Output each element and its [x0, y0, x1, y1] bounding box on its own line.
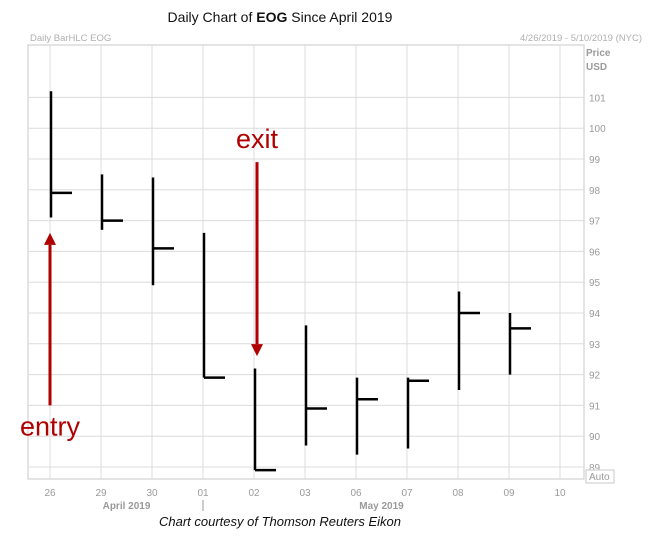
plot-frame	[27, 44, 585, 480]
y-tick-label: 99	[589, 155, 601, 166]
x-tick-label: 01	[197, 488, 209, 499]
x-axis: 26 29 30 01 02 03 06 07 08 09 10 April 2019 May 2019	[44, 488, 566, 512]
x-tick-label: 26	[44, 488, 56, 499]
y-tick-label: 92	[589, 371, 601, 382]
y-tick-label: 93	[589, 340, 601, 351]
y-tick-label: 91	[589, 401, 601, 412]
x-tick-label: 10	[554, 488, 566, 499]
x-tick-label: 29	[95, 488, 107, 499]
x-tick-label: 02	[248, 488, 260, 499]
y-tick-label: 100	[589, 124, 606, 135]
x-tick-label: 09	[503, 488, 515, 499]
auto-scale-button[interactable]	[585, 469, 615, 484]
annotation-label-entry: entry	[20, 411, 81, 441]
month-label: May 2019	[359, 501, 404, 512]
y-tick-label: 90	[589, 432, 601, 443]
y-tick-label: 97	[589, 217, 601, 228]
price-bars	[49, 91, 531, 472]
x-tick-label: 03	[299, 488, 311, 499]
y-axis: 89 90 91 92 93 94 95 96 97 98 99 100 101	[589, 93, 606, 474]
annotation-arrow-head	[251, 344, 263, 357]
header-left: Daily BarHLC EOG	[30, 33, 111, 44]
annotations: entry exit	[20, 124, 279, 441]
y-tick-label: 89	[589, 463, 601, 474]
y-tick-label: 101	[589, 93, 606, 104]
x-tick-label: 06	[350, 488, 362, 499]
price-axis-title: Price	[586, 48, 611, 59]
y-tick-label: 95	[589, 278, 601, 289]
y-tick-label: 94	[589, 309, 601, 320]
chart-title: Daily Chart of EOG Since April 2019	[167, 9, 393, 25]
x-tick-label: 08	[452, 488, 464, 499]
x-tick-label: 30	[146, 488, 158, 499]
month-label: April 2019	[103, 501, 151, 512]
header-right: 4/26/2019 - 5/10/2019 (NYC)	[520, 33, 642, 44]
y-tick-label: 98	[589, 186, 601, 197]
auto-scale-label: Auto	[589, 472, 610, 483]
y-tick-label: 96	[589, 247, 601, 258]
chart-caption: Chart courtesy of Thomson Reuters Eikon	[158, 514, 402, 529]
annotation-arrow-head	[44, 232, 56, 245]
annotation-label-exit: exit	[236, 124, 279, 154]
currency-axis-title: USD	[586, 62, 607, 73]
x-tick-label: 07	[401, 488, 413, 499]
